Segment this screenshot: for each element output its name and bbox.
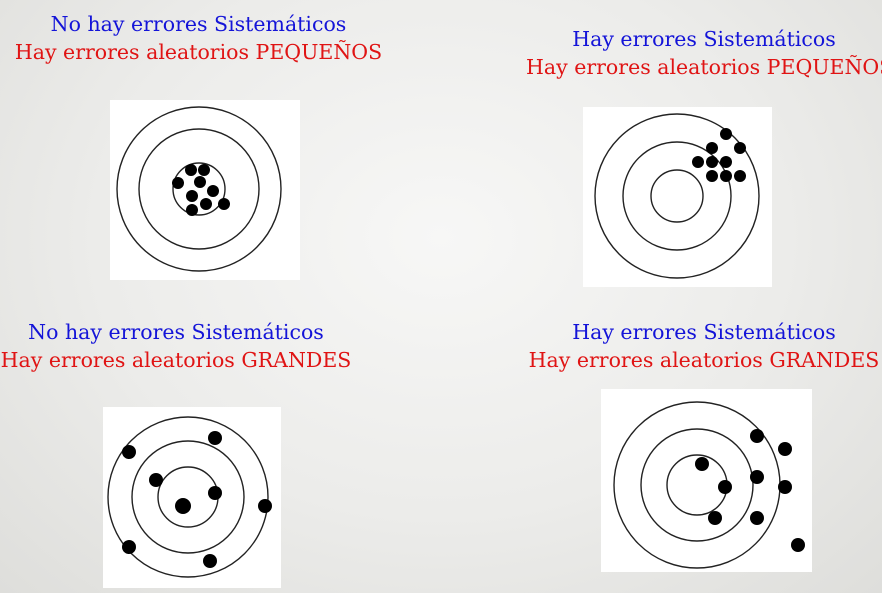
random-error-label: Hay errores aleatorios PEQUEÑOS: [526, 55, 882, 79]
systematic-error-label: Hay errores Sistemáticos: [572, 320, 836, 344]
systematic-error-label: No hay errores Sistemáticos: [28, 320, 324, 344]
caption: Hay errores Sistemáticos Hay errores ale…: [526, 318, 882, 374]
target-scattered-offset-icon: [601, 389, 812, 572]
target-tight-offset-icon: [583, 107, 772, 287]
systematic-error-label: Hay errores Sistemáticos: [572, 27, 836, 51]
target-tight-centered-icon: [110, 100, 300, 280]
random-error-label: Hay errores aleatorios PEQUEÑOS: [14, 40, 383, 64]
random-error-label: Hay errores aleatorios GRANDES: [528, 348, 880, 372]
caption: No hay errores Sistemáticos Hay errores …: [0, 318, 352, 374]
systematic-error-label: No hay errores Sistemáticos: [50, 12, 347, 36]
random-error-label: Hay errores aleatorios GRANDES: [0, 348, 352, 372]
target-scattered-centered-icon: [103, 407, 281, 588]
caption: Hay errores Sistemáticos Hay errores ale…: [526, 25, 882, 81]
caption: No hay errores Sistemáticos Hay errores …: [0, 10, 397, 66]
